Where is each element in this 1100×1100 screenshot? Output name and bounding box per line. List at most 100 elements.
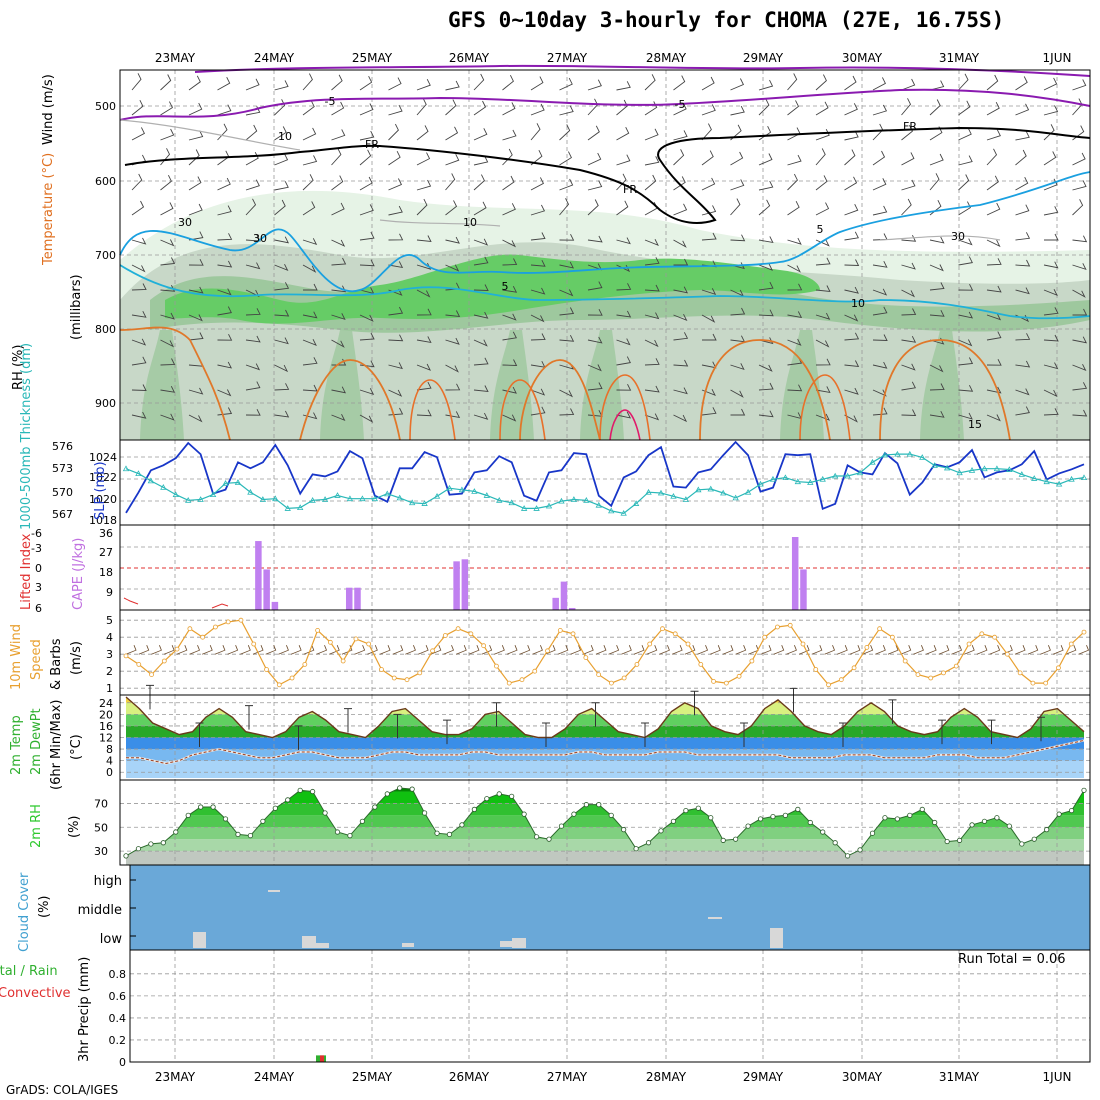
- wind-barb-10m: [392, 645, 404, 655]
- wind-barb-10m: [951, 645, 963, 655]
- wind-speed-point: [608, 680, 614, 686]
- thickness-point: [209, 491, 217, 498]
- thickness-point: [757, 480, 764, 487]
- wind-barb-10m: [671, 645, 683, 655]
- rh-point: [795, 806, 801, 812]
- temp-band-0: [126, 760, 1084, 778]
- wind-barb-10m: [379, 645, 391, 655]
- wind-barb: [416, 179, 432, 191]
- rh-point: [1056, 811, 1062, 817]
- wind-barb: [1043, 362, 1059, 370]
- wind-barb: [331, 313, 346, 321]
- wind-speed-point: [366, 641, 372, 647]
- wind-barb: [1043, 77, 1058, 91]
- thickness-point: [608, 507, 615, 514]
- wind-barb: [958, 155, 973, 166]
- wind-barb: [188, 387, 204, 395]
- rh-point: [297, 787, 303, 793]
- wind-barb: [160, 284, 176, 292]
- temp-minmax-bar: [195, 722, 204, 748]
- wind-barb: [616, 154, 631, 166]
- wind-frame: [119, 609, 1091, 696]
- rh-point: [956, 837, 963, 843]
- wind-barb: [616, 126, 630, 141]
- wind-speed-point: [647, 641, 653, 647]
- wind-barb-10m: [417, 645, 429, 655]
- wind-barb: [388, 77, 402, 91]
- wind-barb: [929, 153, 944, 166]
- wind-barb-10m: [824, 645, 836, 655]
- thickness-point: [844, 472, 851, 479]
- rh-point: [148, 841, 154, 847]
- slp-line: [125, 440, 1085, 514]
- wind-speed-point: [570, 631, 576, 637]
- thickness-point: [981, 465, 988, 472]
- wind-barb: [188, 332, 204, 341]
- wind-speed-point: [660, 626, 665, 632]
- wind-barb-10m: [925, 645, 937, 655]
- wind-barb: [274, 282, 290, 291]
- thickness-point: [359, 495, 366, 502]
- wind-barb: [530, 406, 546, 416]
- wind-barb: [559, 261, 575, 269]
- wind-barb-10m: [621, 645, 632, 655]
- wind-barb: [559, 151, 572, 166]
- wind-barb: [131, 356, 147, 366]
- rh-column-4: [780, 330, 824, 440]
- thickness-point: [259, 496, 267, 502]
- li-line-2: [211, 603, 229, 609]
- wind-barb: [958, 174, 970, 191]
- wind-barb: [1043, 408, 1059, 416]
- wind-barb: [473, 357, 489, 366]
- rh-point: [471, 806, 477, 812]
- wind-speed-point: [557, 628, 563, 633]
- li-ytick-2: 0: [35, 562, 42, 575]
- rh-point: [770, 813, 776, 820]
- temp-minmax-bar: [641, 722, 649, 748]
- wind-barb: [245, 363, 261, 371]
- temp-minmax-bar: [789, 687, 798, 713]
- wind-barb: [530, 259, 546, 267]
- wind-barb: [787, 154, 802, 166]
- wind-speed-point: [149, 672, 154, 677]
- rh-ylabel-1: 2m RH: [29, 804, 44, 848]
- wind-barb-10m: [303, 645, 315, 655]
- cape-bar: [345, 587, 353, 610]
- wind-barb: [986, 101, 1000, 116]
- wind-barb-10m: [176, 645, 188, 655]
- wind-barb: [787, 338, 802, 346]
- thickness-point: [894, 450, 901, 457]
- wind-barb: [787, 100, 800, 116]
- wind-barb: [1015, 259, 1031, 267]
- thickness-point: [197, 496, 204, 502]
- rh-point: [869, 830, 876, 836]
- wind-barb: [416, 308, 432, 316]
- wind-barb: [274, 410, 290, 418]
- wind-barb: [502, 129, 517, 141]
- wind-barb: [416, 125, 429, 141]
- wind-speed-point: [340, 658, 346, 664]
- wind-barb: [559, 334, 575, 342]
- wind-barb: [245, 124, 258, 141]
- wind-barb: [872, 77, 886, 91]
- rh-band-fill-5: [126, 791, 1084, 804]
- wind-speed-point: [519, 677, 525, 683]
- wind-barb: [559, 77, 573, 91]
- wind-barb: [616, 356, 631, 366]
- wind-barb: [302, 155, 318, 166]
- wind-barb: [188, 75, 201, 91]
- rh-point: [173, 829, 179, 835]
- wind-barb: [901, 98, 912, 116]
- thickness-point: [147, 477, 155, 484]
- thickness-point: [433, 492, 441, 499]
- wind-barb: [1072, 409, 1088, 417]
- cloud-bar-1: [302, 936, 316, 948]
- wind-barb: [901, 262, 916, 270]
- wind-barb: [559, 289, 574, 297]
- wind-barb: [530, 287, 546, 295]
- wind-barb: [1072, 289, 1086, 298]
- wind-barb: [673, 203, 688, 216]
- rh-ytick-2: 70: [94, 797, 108, 810]
- wind-ytick-4: 5: [106, 614, 113, 627]
- cape-ylabel: CAPE (J/kg): [71, 538, 86, 610]
